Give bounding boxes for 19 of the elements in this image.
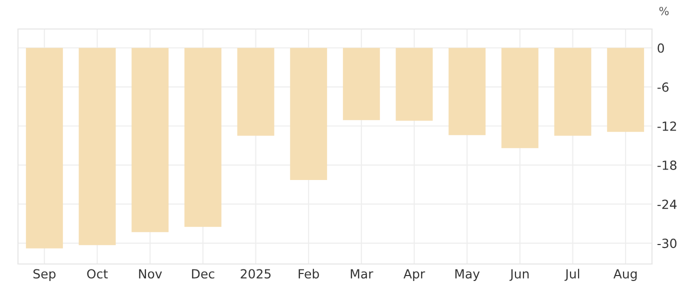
x-tick-label: Jul: [564, 268, 580, 281]
x-tick-label: Sep: [33, 269, 56, 281]
x-tick-label: Jun: [510, 269, 529, 281]
y-tick-label: -12: [657, 121, 676, 131]
y-tick-label: -6: [657, 82, 669, 92]
x-tick-label: Dec: [192, 269, 214, 279]
x-tick-label: Oct: [87, 269, 108, 279]
x-tick-label: May: [455, 269, 480, 281]
x-tick-label: Aug: [613, 269, 637, 281]
y-axis-title: %: [659, 6, 669, 16]
y-tick-label: -24: [657, 200, 677, 209]
x-tick-label: Apr: [404, 269, 426, 281]
x-tick-label: 2025: [240, 269, 271, 279]
x-tick-label: Mar: [350, 269, 374, 279]
y-tick-label: 0: [658, 43, 664, 53]
x-tick-label: Feb: [298, 268, 319, 279]
x-tick-label: Nov: [139, 269, 162, 279]
y-tick-label: -18: [657, 160, 676, 170]
y-tick-label: -30: [657, 238, 676, 248]
